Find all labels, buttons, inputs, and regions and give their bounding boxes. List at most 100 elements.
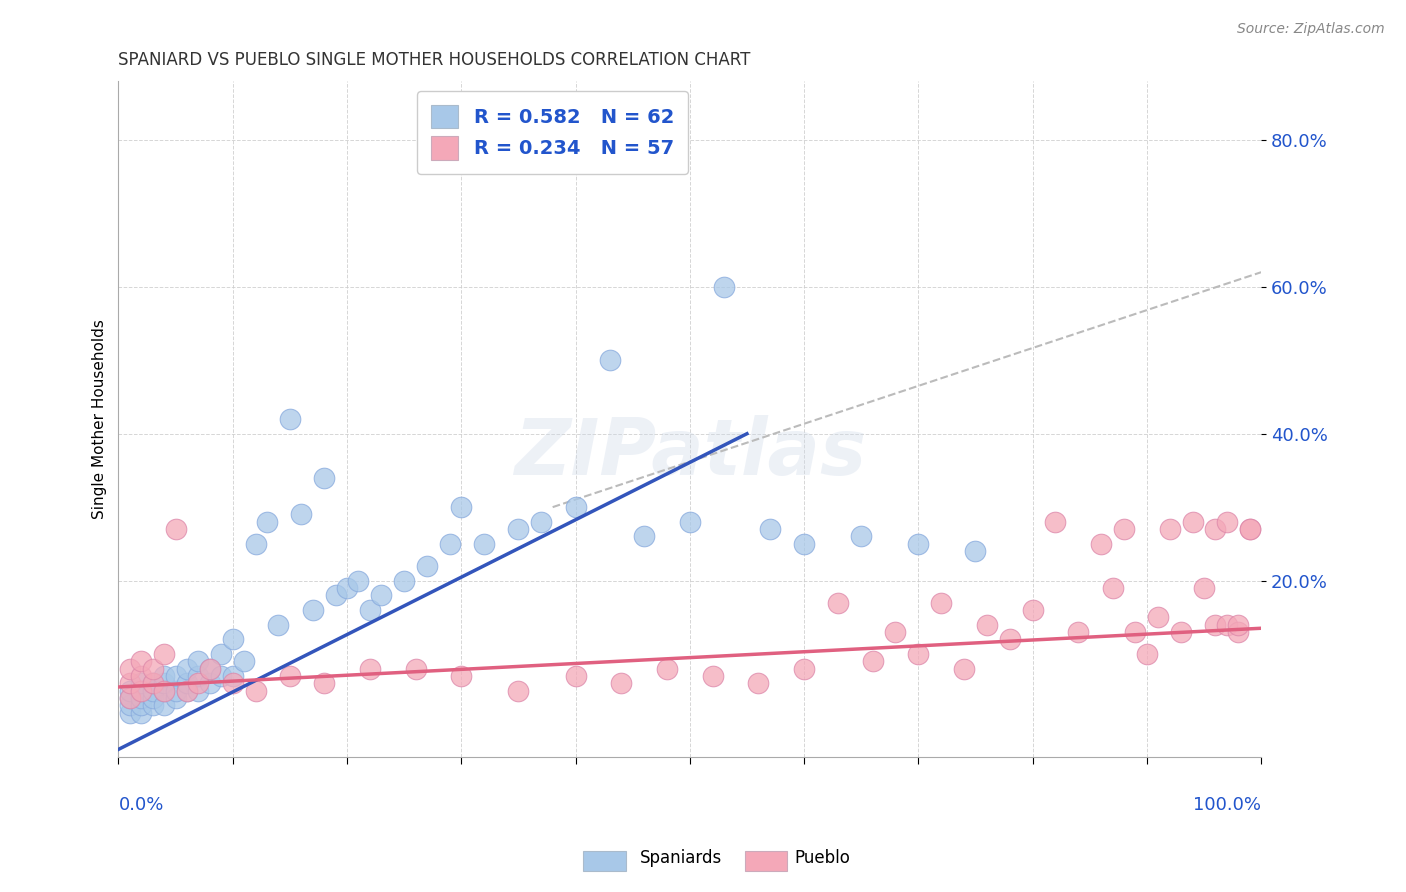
Point bbox=[1159, 522, 1181, 536]
Point bbox=[827, 596, 849, 610]
Point bbox=[530, 515, 553, 529]
Point bbox=[336, 581, 359, 595]
Point bbox=[209, 669, 232, 683]
Point bbox=[359, 603, 381, 617]
Point bbox=[1136, 647, 1159, 661]
Point bbox=[439, 537, 461, 551]
Text: Source: ZipAtlas.com: Source: ZipAtlas.com bbox=[1237, 22, 1385, 37]
Point bbox=[633, 529, 655, 543]
Point bbox=[153, 683, 176, 698]
Point bbox=[142, 691, 165, 706]
Point bbox=[187, 669, 209, 683]
Point bbox=[118, 706, 141, 720]
Point bbox=[142, 662, 165, 676]
Point bbox=[325, 588, 347, 602]
Point bbox=[370, 588, 392, 602]
Point bbox=[314, 676, 336, 690]
Point bbox=[222, 669, 245, 683]
Point bbox=[702, 669, 724, 683]
Point bbox=[508, 522, 530, 536]
Point bbox=[1216, 515, 1239, 529]
Point bbox=[851, 529, 873, 543]
Point bbox=[245, 537, 267, 551]
Point bbox=[256, 515, 278, 529]
Point bbox=[245, 683, 267, 698]
Point bbox=[129, 683, 152, 698]
Point bbox=[165, 522, 187, 536]
Point bbox=[347, 574, 370, 588]
Text: Pueblo: Pueblo bbox=[794, 849, 851, 867]
Point bbox=[884, 624, 907, 639]
Point bbox=[450, 669, 472, 683]
Point bbox=[1170, 624, 1192, 639]
Point bbox=[118, 683, 141, 698]
Point bbox=[118, 676, 141, 690]
Point bbox=[1021, 603, 1043, 617]
Point bbox=[118, 691, 141, 706]
Point bbox=[314, 471, 336, 485]
Point bbox=[610, 676, 633, 690]
Point bbox=[392, 574, 415, 588]
Point bbox=[176, 676, 198, 690]
Point bbox=[907, 647, 929, 661]
Point bbox=[290, 508, 312, 522]
Point bbox=[599, 353, 621, 368]
Point bbox=[142, 698, 165, 713]
Point bbox=[129, 683, 152, 698]
Legend: R = 0.582   N = 62, R = 0.234   N = 57: R = 0.582 N = 62, R = 0.234 N = 57 bbox=[418, 91, 688, 174]
Point bbox=[976, 617, 998, 632]
Point bbox=[747, 676, 769, 690]
Point bbox=[301, 603, 323, 617]
Point bbox=[118, 698, 141, 713]
Point bbox=[679, 515, 702, 529]
Point bbox=[153, 669, 176, 683]
Point bbox=[129, 691, 152, 706]
Point bbox=[198, 676, 221, 690]
Point bbox=[176, 683, 198, 698]
Y-axis label: Single Mother Households: Single Mother Households bbox=[93, 319, 107, 519]
Point bbox=[416, 558, 439, 573]
Point bbox=[655, 662, 678, 676]
Point bbox=[508, 683, 530, 698]
Text: Spaniards: Spaniards bbox=[640, 849, 721, 867]
Point bbox=[758, 522, 780, 536]
Point bbox=[118, 691, 141, 706]
Point bbox=[1204, 617, 1226, 632]
Point bbox=[165, 683, 187, 698]
Point bbox=[564, 500, 586, 515]
Point bbox=[153, 683, 176, 698]
Point bbox=[129, 698, 152, 713]
Point bbox=[1147, 610, 1170, 624]
Point bbox=[1181, 515, 1204, 529]
Point bbox=[176, 662, 198, 676]
Text: 100.0%: 100.0% bbox=[1194, 796, 1261, 814]
Point bbox=[222, 632, 245, 647]
Point bbox=[1112, 522, 1135, 536]
Point bbox=[165, 691, 187, 706]
Point bbox=[1227, 624, 1250, 639]
Point bbox=[187, 654, 209, 668]
Point bbox=[472, 537, 495, 551]
Text: 0.0%: 0.0% bbox=[118, 796, 165, 814]
Point bbox=[142, 683, 165, 698]
Point bbox=[907, 537, 929, 551]
Point bbox=[198, 662, 221, 676]
Point bbox=[209, 647, 232, 661]
Point bbox=[187, 683, 209, 698]
Point bbox=[793, 537, 815, 551]
Point bbox=[1101, 581, 1123, 595]
Point bbox=[929, 596, 952, 610]
Point bbox=[118, 662, 141, 676]
Point bbox=[1067, 624, 1090, 639]
Point bbox=[187, 676, 209, 690]
Point bbox=[1227, 617, 1250, 632]
Point bbox=[142, 676, 165, 690]
Point bbox=[153, 698, 176, 713]
Point bbox=[1090, 537, 1112, 551]
Point bbox=[1239, 522, 1261, 536]
Point bbox=[998, 632, 1021, 647]
Point bbox=[198, 662, 221, 676]
Text: ZIPatlas: ZIPatlas bbox=[513, 415, 866, 491]
Point bbox=[1216, 617, 1239, 632]
Point bbox=[233, 654, 256, 668]
